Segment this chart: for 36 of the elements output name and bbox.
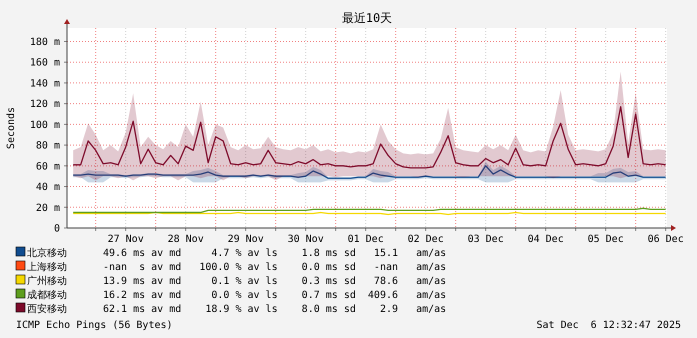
y-tick-label: 140 m xyxy=(30,78,60,90)
x-tick-label: 06 Dec xyxy=(648,234,684,245)
y-tick-label: 100 m xyxy=(30,120,60,131)
text: 16.2 ms av md 0.0 % av ls 0.7 ms sd 409.6 am/as xyxy=(103,290,446,301)
y-axis-title: Seconds xyxy=(6,106,17,150)
x-tick-label: 03 Dec xyxy=(468,234,504,245)
y-tick-label: 80 m xyxy=(36,140,60,152)
line-series xyxy=(72,106,666,169)
x-tick-label: 05 Dec xyxy=(588,234,624,245)
legend-label: 成都移动 xyxy=(27,289,67,301)
y-tick-label: 180 m xyxy=(30,36,60,48)
line-series xyxy=(72,165,666,179)
x-tick-label: 02 Dec xyxy=(408,234,444,245)
text: 62.1 ms av md 18.9 % av ls 8.0 ms sd 2.9 am/as xyxy=(103,304,446,315)
text: Sat Dec 6 12:32:47 2025 xyxy=(536,320,681,331)
y-tick-label: 120 m xyxy=(30,99,60,110)
legend-label: 西安移动 xyxy=(27,303,67,315)
x-tick-label: 29 Nov xyxy=(228,234,264,245)
y-tick-label: 60 m xyxy=(36,161,60,172)
x-tick-label: 27 Nov xyxy=(108,234,144,245)
text: 13.9 ms av md 0.1 % av ls 0.3 ms sd 78.6 am/as xyxy=(103,276,446,287)
x-tick-label: 04 Dec xyxy=(528,234,564,245)
text: ICMP Echo Pings (56 Bytes) xyxy=(16,320,173,331)
y-tick-label: 20 m xyxy=(36,202,60,214)
legend-label: 北京移动 xyxy=(27,247,67,259)
x-tick-label: 01 Dec xyxy=(348,234,384,245)
y-tick-label: 160 m xyxy=(30,58,60,69)
y-tick-label: 40 m xyxy=(36,182,60,194)
x-tick-label: 30 Nov xyxy=(288,234,324,245)
y-tick-label: 0 xyxy=(54,224,60,234)
legend-label: 上海移动 xyxy=(27,261,67,273)
text: 49.6 ms av md 4.7 % av ls 1.8 ms sd 15.1 am/as xyxy=(103,248,446,259)
text: -nan s av md 100.0 % av ls 0.0 ms sd -nan am/as xyxy=(103,262,446,273)
chart-title: 最近10天 xyxy=(342,11,392,25)
x-tick-label: 28 Nov xyxy=(168,234,204,245)
legend-label: 广州移动 xyxy=(27,275,67,287)
